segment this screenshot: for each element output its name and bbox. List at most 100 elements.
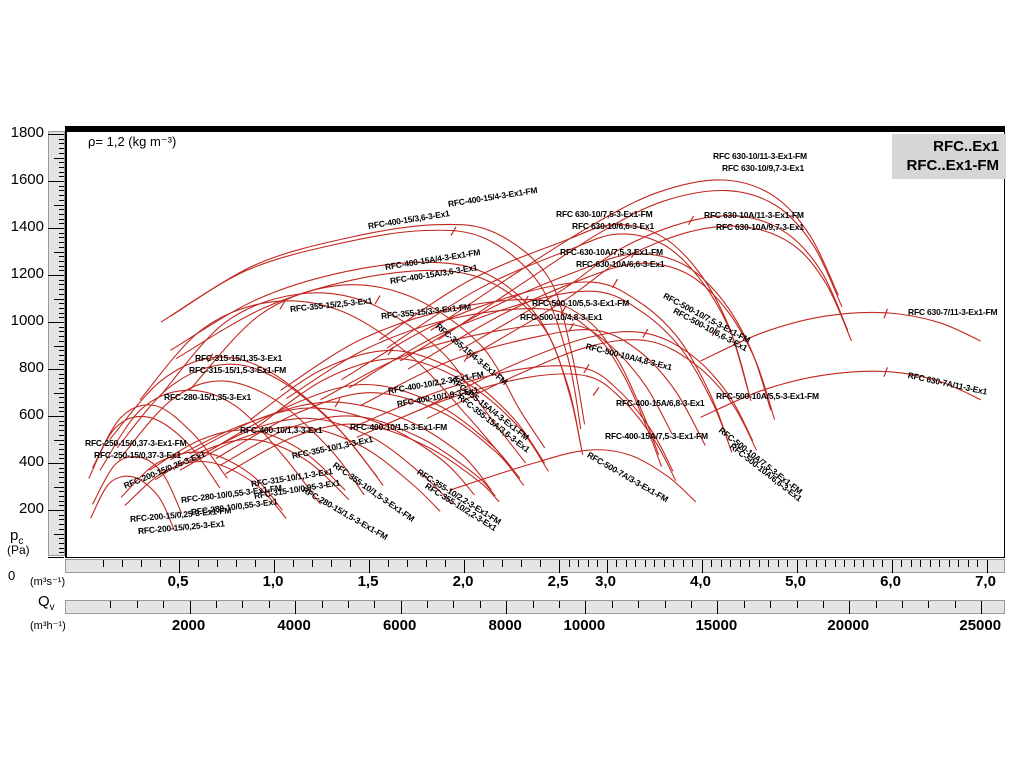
y-axis-tick <box>59 143 64 145</box>
y-axis-unit-sub: c <box>18 536 24 547</box>
x-axis-minor-tick <box>479 601 481 608</box>
x-axis-m3h-tick-label: 4000 <box>277 617 311 634</box>
x-axis-m3s-tick-label: 2,5 <box>547 573 569 590</box>
flow-symbol-q: Q <box>38 593 50 610</box>
x-axis-minor-tick <box>954 601 956 608</box>
y-axis-tick <box>59 166 64 168</box>
x-axis-major-tick <box>274 560 275 573</box>
x-axis-major-tick <box>717 601 719 614</box>
y-axis-tick <box>54 204 64 206</box>
x-axis-major-tick <box>400 601 402 614</box>
y-axis-zero-label: 0 <box>8 568 16 583</box>
x-axis-m3h-unit: (m³h⁻¹) <box>30 620 66 632</box>
y-axis-tick <box>59 195 64 197</box>
y-axis-tick <box>59 265 64 267</box>
y-axis-unit-main: p <box>10 527 19 544</box>
y-axis-tick <box>54 157 64 159</box>
x-axis-minor-tick <box>136 601 138 608</box>
y-axis-tick <box>59 279 64 281</box>
y-axis-tick <box>59 138 64 140</box>
x-axis-minor-tick <box>787 560 788 567</box>
y-axis-tick <box>59 472 64 474</box>
x-axis-minor-tick <box>872 560 874 567</box>
x-axis-minor-tick <box>453 601 455 608</box>
x-axis-minor-tick <box>928 601 930 608</box>
y-axis-tick <box>59 552 64 554</box>
x-axis-m3h-tick-label: 6000 <box>382 617 417 634</box>
y-axis-tick <box>59 237 64 239</box>
x-axis-minor-tick <box>806 560 807 567</box>
x-axis-minor-tick <box>540 560 541 567</box>
curve-label: RFC 630-7/11-3-Ex1-FM <box>908 307 998 317</box>
y-axis-tick <box>59 514 64 516</box>
curve-label: RFC 630-10A/11-3-Ex1-FM <box>704 210 804 220</box>
y-axis-tick <box>59 260 64 262</box>
x-axis-minor-tick <box>611 601 613 608</box>
curve-label: RFC-500-10/5,5-3-Ex1-FM <box>532 298 629 308</box>
x-axis-major-tick <box>701 560 703 573</box>
x-axis-major-tick <box>369 560 370 573</box>
y-axis-tick <box>59 505 64 507</box>
x-axis-minor-tick <box>268 601 270 608</box>
y-axis-tick <box>48 510 64 511</box>
curve-label: RFC-250-15/0,37-3-Ex1 <box>94 450 181 460</box>
x-axis-minor-tick <box>331 560 332 567</box>
y-axis-tick-label: 1800 <box>10 124 44 141</box>
y-axis-tick <box>48 228 64 229</box>
y-axis-tick <box>59 519 64 521</box>
x-axis-minor-tick <box>532 601 534 608</box>
x-axis-minor-tick <box>901 560 902 567</box>
curve-label: RFC 630-10/9,7-3-Ex1 <box>722 163 804 173</box>
x-axis-minor-tick <box>834 560 836 567</box>
y-axis-tick <box>54 533 64 535</box>
y-axis-tick <box>59 481 64 483</box>
y-axis-tick <box>59 524 64 526</box>
x-axis-minor-tick <box>654 560 655 567</box>
x-axis-m3h-tick-label: 2000 <box>171 617 206 634</box>
curve-label: RFC-400-10/1,5-3-Ex1-FM <box>350 422 447 432</box>
y-axis-tick-label: 1200 <box>10 265 44 282</box>
x-axis-m3s-ruler <box>65 559 1005 573</box>
y-axis-tick <box>59 444 64 446</box>
x-axis-minor-tick <box>863 560 864 567</box>
x-axis-minor-tick <box>163 601 165 608</box>
x-axis-major-tick <box>606 560 608 573</box>
x-axis-minor-tick <box>939 560 940 567</box>
x-axis-major-tick <box>585 601 587 614</box>
density-label: ρ= 1,2 (kg m⁻³) <box>88 134 177 149</box>
x-axis-minor-tick <box>122 560 123 567</box>
x-axis-m3h-labels: 2000 4000 6000 8000 10000 15000 20000 25000 <box>65 617 1005 635</box>
x-axis-minor-tick <box>682 560 684 567</box>
x-axis-minor-tick <box>625 560 627 567</box>
y-axis-tick <box>59 336 64 338</box>
x-axis-minor-tick <box>882 560 883 567</box>
y-axis-tick <box>59 190 64 192</box>
x-axis-m3s-tick-label: 1,5 <box>357 573 379 590</box>
y-axis-tick-label: 800 <box>18 359 44 376</box>
y-axis-tick <box>59 218 64 220</box>
flow-symbol: Qv <box>38 593 55 613</box>
y-axis-tick <box>59 209 64 211</box>
x-axis-m3s-unit: (m³s⁻¹) <box>30 576 66 588</box>
x-axis-minor-tick <box>743 601 745 608</box>
y-axis-tick <box>59 199 64 201</box>
x-axis-minor-tick <box>664 601 666 608</box>
y-axis-tick <box>59 458 64 460</box>
x-axis-minor-tick <box>902 601 904 608</box>
curve-label: RFC-315-15/1,5-3-Ex1-FM <box>189 365 286 375</box>
x-axis-minor-tick <box>644 560 646 567</box>
curve-label: RFC-400-10/1,3-3-Ex1 <box>240 425 323 435</box>
y-axis-tick <box>59 340 64 342</box>
x-axis-minor-tick <box>853 560 855 567</box>
x-axis-minor-tick <box>445 560 446 567</box>
x-axis-major-tick <box>849 601 851 614</box>
y-axis-tick <box>59 350 64 352</box>
y-axis-tick <box>48 369 64 370</box>
y-axis-tick <box>59 152 64 154</box>
y-axis-tick <box>48 134 64 135</box>
x-axis-minor-tick <box>426 560 427 567</box>
curve-label: RFC-315-15/1,35-3-Ex1 <box>195 353 282 363</box>
x-axis-minor-tick <box>825 560 826 567</box>
x-axis-minor-tick <box>293 560 294 567</box>
y-axis-tick <box>59 434 64 436</box>
